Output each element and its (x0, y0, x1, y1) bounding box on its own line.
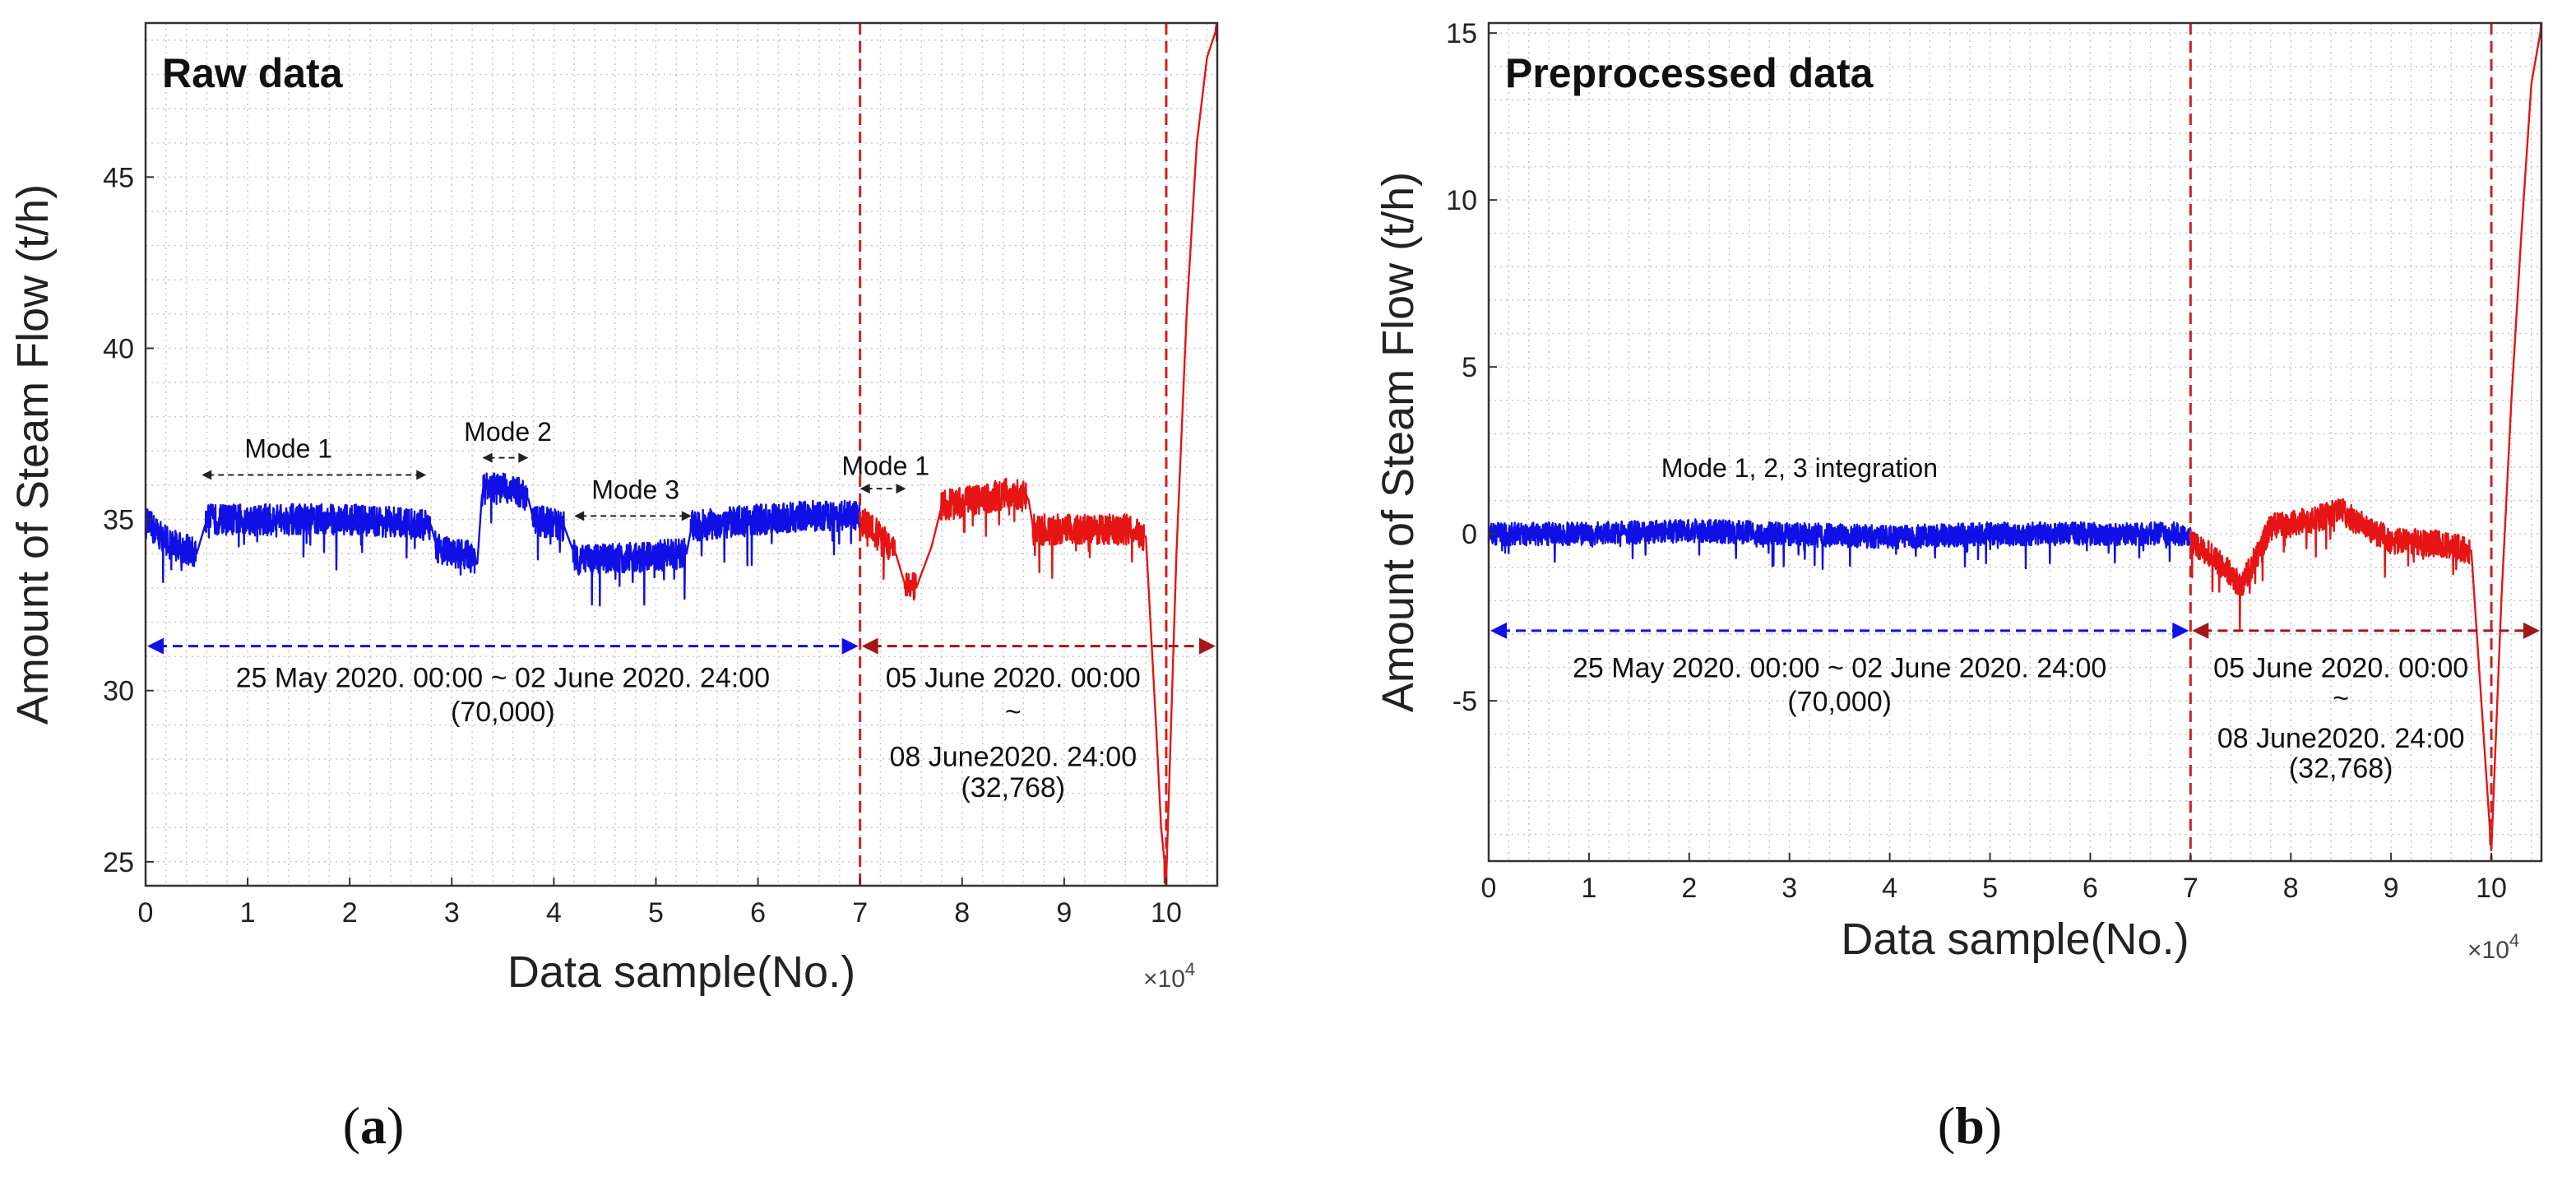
x-tick-label: 2 (1681, 873, 1697, 904)
mode-label: Mode 2 (464, 417, 552, 447)
y-tick-label: 0 (1462, 519, 1477, 550)
y-axis-label: Amount of Steam Flow (t/h) (1374, 172, 1423, 712)
axes-box (1487, 21, 2543, 863)
x-multiplier: ×104 (1143, 959, 1195, 993)
panel-caption-open: ( (1938, 1096, 1955, 1155)
axes-box (144, 21, 1219, 887)
y-axis-label: Amount of Steam Flow (t/h) (8, 184, 58, 725)
mode-arrow-left (574, 511, 585, 521)
training-span-arrow-right (2172, 622, 2189, 639)
y-tick-label: -5 (1452, 686, 1477, 717)
x-multiplier-base: ×10 (2467, 937, 2509, 964)
mode-label: Mode 1 (244, 434, 332, 464)
panel-caption-close: ) (1985, 1096, 2002, 1155)
mode-arrow-right (896, 484, 906, 494)
mode-label: Mode 1 (841, 451, 929, 480)
panel-title: Raw data (162, 50, 344, 96)
panel-caption: (a) (343, 1096, 405, 1155)
x-tick-label: 4 (1882, 873, 1897, 904)
mode-arrow-right (518, 452, 529, 463)
test-span-count: (32,768) (961, 772, 1065, 804)
x-multiplier-exponent: 4 (2509, 930, 2519, 951)
panel-caption-letter: a (360, 1096, 387, 1155)
x-tick-label: 4 (546, 897, 562, 929)
y-tick-label: 5 (1462, 352, 1477, 383)
test-span-arrow-right (2523, 622, 2540, 639)
test-span-label: 05 June 2020. 00:00 (2213, 653, 2468, 684)
x-multiplier: ×104 (2467, 930, 2519, 964)
x-tick-label: 0 (1481, 873, 1497, 904)
mode-arrow-right (681, 511, 692, 521)
panel-caption-close: ) (387, 1096, 404, 1155)
x-tick-label: 2 (342, 897, 358, 929)
x-tick-label: 3 (444, 897, 460, 929)
y-tick-label: 25 (103, 847, 134, 878)
training-span-count: (70,000) (1787, 686, 1892, 717)
x-tick-label: 7 (852, 897, 868, 929)
training-span-count: (70,000) (451, 697, 555, 728)
mode-label: Mode 1, 2, 3 integration (1661, 453, 1938, 483)
test-span-count: (32,768) (2289, 753, 2393, 785)
series-line-training (1487, 518, 2192, 571)
series-line-training (144, 472, 861, 607)
x-tick-label: 9 (2384, 873, 2399, 904)
mode-arrow-left (202, 470, 212, 480)
test-span-label: 05 June 2020. 00:00 (886, 663, 1141, 694)
training-span-arrow-right (841, 637, 859, 655)
training-span-arrow-left (1490, 622, 1507, 639)
mode-label: Mode 3 (591, 475, 679, 505)
test-span-arrow-left (861, 637, 878, 655)
mode-arrow-left (859, 484, 870, 494)
x-tick-label: 6 (2083, 873, 2098, 904)
x-tick-label: 6 (750, 897, 766, 929)
y-tick-label: 45 (103, 162, 134, 193)
mode-arrow-right (416, 470, 427, 480)
panel-caption: (b) (1938, 1096, 2002, 1155)
test-span-label-end: 08 June2020. 24:00 (2217, 723, 2465, 754)
series-line-test (2189, 21, 2542, 852)
training-span-label: 25 May 2020. 00:00 ~ 02 June 2020. 24:00 (236, 663, 770, 694)
x-tick-label: 8 (954, 897, 970, 929)
y-tick-label: 30 (103, 676, 134, 707)
series-line-test (859, 21, 1219, 884)
y-tick-label: 35 (103, 505, 134, 536)
training-span-label: 25 May 2020. 00:00 ~ 02 June 2020. 24:00 (1573, 653, 2106, 684)
mode-arrow-left (482, 452, 493, 463)
y-tick-label: 40 (103, 333, 134, 364)
x-tick-label: 0 (138, 897, 154, 929)
panel-title: Preprocessed data (1505, 50, 1874, 96)
panel-caption-letter: b (1955, 1096, 1985, 1155)
x-axis-label: Data sample(No.) (507, 947, 855, 997)
y-tick-label: 15 (1446, 18, 1477, 49)
y-tick-label: 10 (1446, 185, 1477, 216)
x-tick-label: 1 (240, 897, 256, 929)
x-multiplier-base: ×10 (1143, 966, 1185, 993)
x-tick-label: 10 (1151, 897, 1182, 929)
x-tick-label: 1 (1581, 873, 1596, 904)
test-span-label-end: 08 June2020. 24:00 (890, 741, 1137, 772)
x-tick-label: 9 (1056, 897, 1072, 929)
grid (1488, 23, 2541, 861)
x-tick-label: 10 (2476, 873, 2507, 904)
test-span-arrow-left (2192, 622, 2209, 639)
x-tick-label: 8 (2283, 873, 2299, 904)
x-tick-label: 7 (2183, 873, 2198, 904)
x-tick-label: 3 (1781, 873, 1797, 904)
training-span-arrow-left (147, 637, 164, 655)
x-tick-label: 5 (1982, 873, 1998, 904)
x-axis-label: Data sample(No.) (1841, 915, 2189, 964)
test-span-tilde: ~ (1005, 697, 1022, 728)
panel-caption-open: ( (343, 1096, 360, 1155)
x-multiplier-exponent: 4 (1185, 959, 1195, 980)
test-span-arrow-right (1199, 637, 1216, 655)
test-span-tilde: ~ (2333, 683, 2349, 714)
x-tick-label: 5 (648, 897, 664, 929)
